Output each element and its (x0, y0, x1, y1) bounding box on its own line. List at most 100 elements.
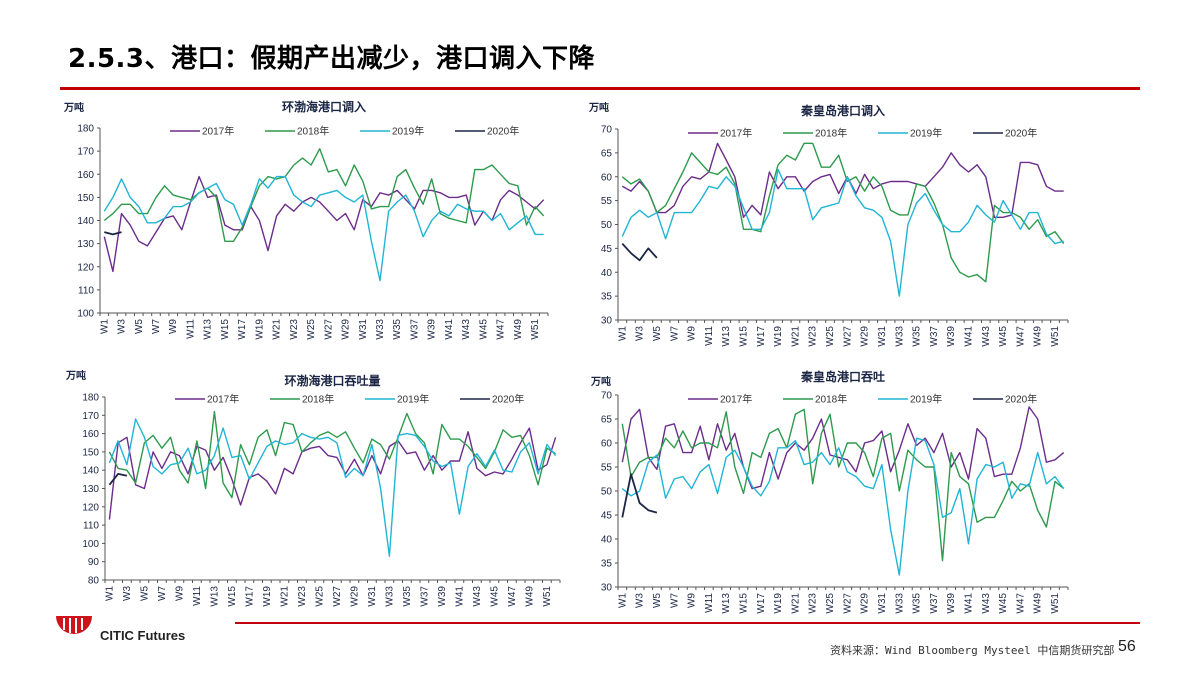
series-line-2018 (108, 410, 556, 499)
x-tick-label: W11 (192, 586, 203, 606)
citic-logo (56, 616, 92, 634)
x-tick-label: W5 (139, 586, 150, 601)
x-tick-label: W3 (117, 319, 128, 334)
x-tick-label: W41 (444, 319, 455, 340)
x-tick-label: W39 (437, 586, 448, 607)
chart-bohai-inflow: 环渤海港口调入 万吨 100 110 120 130 140 150 160 170 180 W1 W3… (63, 99, 549, 340)
title-divider (60, 87, 1140, 90)
x-tick-label: W49 (524, 586, 535, 607)
series-line-2017 (621, 406, 1065, 490)
x-tick-label: W39 (946, 593, 957, 614)
x-tick-label: W23 (289, 319, 300, 340)
x-tick-label: W21 (279, 586, 290, 607)
x-tick-label: W7 (151, 319, 162, 334)
x-tick-label: W45 (478, 319, 489, 340)
x-tick-label: W19 (254, 319, 265, 340)
x-tick-label: W19 (773, 593, 784, 614)
series-line-2020 (108, 473, 128, 486)
x-tick-label: W29 (860, 593, 871, 614)
x-tick-label: W33 (894, 326, 905, 347)
legend-label: 2019年 (910, 393, 942, 406)
x-tick-label: W33 (384, 586, 395, 607)
x-tick-label: W35 (402, 586, 413, 607)
x-tick-label: W21 (790, 593, 801, 614)
series-line-2017 (103, 175, 545, 273)
x-tick-label: W51 (530, 319, 541, 340)
x-tick-label: W9 (687, 326, 698, 341)
y-tick-label: 60 (601, 439, 613, 450)
series-line-2019 (621, 168, 1064, 297)
y-tick-label: 55 (601, 196, 613, 207)
x-tick-label: W35 (912, 593, 923, 614)
y-tick-label: 180 (77, 124, 94, 135)
legend-label: 2017年 (720, 127, 752, 140)
y-tick-label: 50 (601, 487, 613, 498)
x-tick-label: W45 (489, 586, 500, 607)
legend-label: 2018年 (297, 125, 329, 138)
y-tick-label: 140 (77, 216, 94, 227)
x-tick-label: W49 (1033, 326, 1044, 347)
x-tick-label: W41 (963, 326, 974, 347)
x-tick-label: W43 (981, 593, 992, 614)
x-tick-label: W47 (496, 319, 507, 340)
x-tick-label: W33 (375, 319, 386, 340)
x-tick-label: W37 (419, 586, 430, 607)
chart-title: 环渤海港口吞吐量 (284, 373, 380, 388)
y-tick-label: 70 (601, 391, 613, 402)
x-tick-label: W9 (174, 586, 185, 601)
y-tick-label: 40 (601, 268, 613, 279)
y-tick-label: 40 (601, 535, 613, 546)
x-tick-label: W1 (99, 319, 110, 334)
chart-bohai-throughput: 环渤海港口吞吐量 万吨 80 90 100 110 120 130 140 150 160 170 18… (65, 369, 561, 607)
x-tick-label: W17 (756, 326, 767, 347)
source-note: 资料来源：Wind Bloomberg Mysteel 中信期货研究部 (830, 644, 1115, 657)
x-tick-label: W51 (542, 586, 553, 607)
x-tick-label: W37 (929, 326, 940, 347)
x-tick-label: W29 (349, 586, 360, 607)
x-tick-label: W27 (332, 586, 343, 607)
legend-label: 2019年 (910, 127, 942, 140)
y-tick-label: 45 (601, 511, 613, 522)
x-tick-label: W3 (635, 593, 646, 608)
x-tick-label: W49 (1033, 593, 1044, 614)
y-tick-label: 100 (77, 309, 94, 320)
x-tick-label: W45 (998, 326, 1009, 347)
x-tick-label: W35 (912, 326, 923, 347)
x-tick-label: W29 (860, 326, 871, 347)
y-tick-label: 120 (77, 262, 94, 273)
y-axis-unit: 万吨 (65, 369, 86, 382)
chart-title: 环渤海港口调入 (282, 99, 366, 114)
x-tick-label: W47 (1015, 593, 1026, 614)
x-tick-label: W1 (617, 326, 628, 341)
logo-text: CITIC Futures (100, 628, 186, 643)
x-tick-label: W33 (894, 593, 905, 614)
legend-label: 2020年 (487, 125, 519, 138)
series-line-2020 (104, 231, 122, 236)
x-tick-label: W13 (209, 586, 220, 607)
x-tick-label: W23 (808, 326, 819, 347)
x-tick-label: W23 (808, 593, 819, 614)
x-tick-label: W37 (409, 319, 420, 340)
series-line-2019 (103, 175, 544, 282)
x-tick-label: W19 (262, 586, 273, 607)
footer-divider (235, 622, 1140, 624)
x-tick-label: W21 (272, 319, 283, 340)
x-tick-label: W31 (367, 586, 378, 607)
x-tick-label: W23 (297, 586, 308, 607)
x-tick-label: W43 (472, 586, 483, 607)
x-tick-label: W13 (203, 319, 214, 340)
legend-label: 2017年 (720, 393, 752, 406)
x-tick-label: W13 (721, 593, 732, 614)
legend-label: 2019年 (392, 125, 424, 138)
x-tick-label: W31 (877, 593, 888, 614)
x-tick-label: W15 (738, 593, 749, 614)
y-axis-unit: 万吨 (590, 375, 611, 388)
legend-label: 2020年 (1005, 127, 1037, 140)
series-line-2020 (621, 242, 658, 262)
x-tick-label: W47 (1015, 326, 1026, 347)
x-tick-label: W17 (237, 319, 248, 340)
slide-title: 2.5.3、港口：假期产出减少，港口调入下降 (68, 44, 596, 74)
y-tick-label: 100 (82, 539, 99, 550)
series-line-2019 (108, 418, 557, 557)
x-tick-label: W21 (790, 326, 801, 347)
